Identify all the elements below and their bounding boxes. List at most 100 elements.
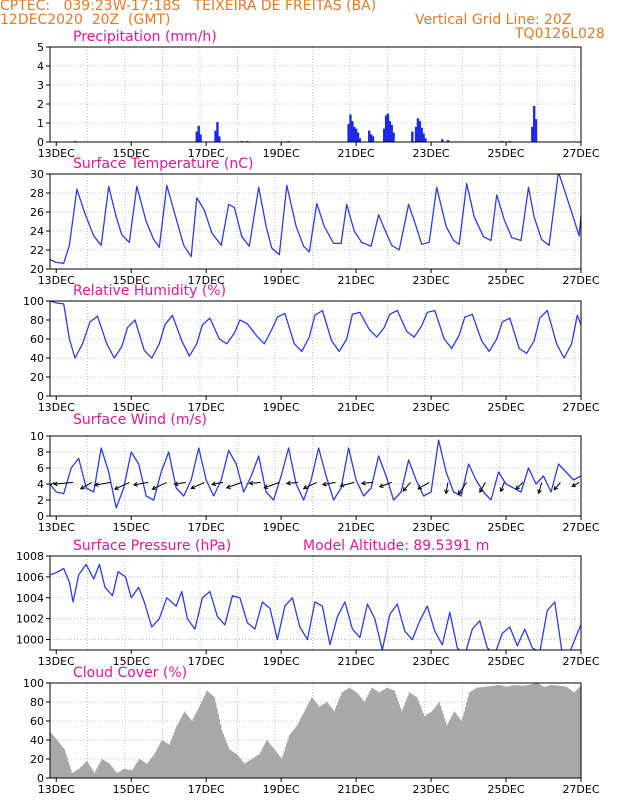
cloud-bar <box>147 762 150 778</box>
wind-vector <box>379 481 392 488</box>
x-tick-label: 17DEC <box>188 521 225 534</box>
y-tick-label: 20 <box>30 371 44 384</box>
cloud-bar <box>553 685 556 778</box>
cloud-bar <box>104 761 107 778</box>
cloud-bar <box>569 689 572 778</box>
cloud-bar <box>54 737 56 778</box>
x-tick-label: 17DEC <box>188 274 225 287</box>
cloud-bar <box>148 760 151 778</box>
cloud-bar <box>408 692 411 778</box>
cloud-bar <box>411 694 413 778</box>
cloud-bar <box>158 744 161 778</box>
cloud-bar <box>206 690 208 778</box>
cloud-bar <box>328 705 331 778</box>
wind-vector-head <box>417 485 423 490</box>
cloud-bar <box>483 686 486 778</box>
precip-bar <box>388 121 392 142</box>
panel-2 <box>46 173 582 273</box>
x-tick-label: 21DEC <box>338 521 375 534</box>
wind-vector-head <box>302 484 308 490</box>
cloud-bar <box>342 691 344 778</box>
cloud-bar <box>442 713 444 778</box>
cloud-bar <box>378 692 381 778</box>
cloud-bar <box>237 755 239 778</box>
cloud-bar <box>239 759 242 778</box>
cloud-bar <box>52 734 54 778</box>
cloud-bar <box>299 718 302 778</box>
cloud-bar <box>351 689 353 778</box>
y-tick-label: 28 <box>30 187 44 200</box>
cloud-bar <box>288 735 291 778</box>
cloud-bar <box>86 760 88 778</box>
cloud-bar <box>292 730 294 778</box>
x-tick-label: 15DEC <box>113 147 150 160</box>
header-model-code: TQ0126L028 <box>515 26 605 42</box>
cloud-bar <box>357 694 359 778</box>
cloud-bar <box>448 721 451 778</box>
cloud-bar <box>286 743 288 778</box>
cloud-bar <box>277 754 279 778</box>
y-tick-label: 4 <box>37 478 44 491</box>
cloud-bar <box>314 702 317 778</box>
cloud-bar <box>486 686 488 778</box>
cloud-bar <box>51 733 53 778</box>
cloud-bar <box>81 765 83 778</box>
cloud-bar <box>194 713 197 778</box>
cloud-bar <box>416 697 418 778</box>
panel-title: Surface Pressure (hPa) <box>73 538 231 554</box>
y-tick-label: 6 <box>37 462 44 475</box>
cloud-bar <box>64 753 67 778</box>
cloud-bar <box>539 684 542 778</box>
wind-vector-head <box>360 480 366 486</box>
cloud-bar <box>186 714 188 778</box>
precip-bar <box>353 126 356 142</box>
wind-vector-head <box>263 484 269 489</box>
cloud-bar <box>514 685 517 778</box>
cloud-bar <box>358 695 361 778</box>
cloud-bar <box>227 746 229 778</box>
wind-vector <box>94 481 111 486</box>
cloud-bar <box>422 713 424 778</box>
cloud-bar <box>559 686 562 778</box>
cloud-bar <box>106 762 108 778</box>
cloud-bar <box>407 695 409 778</box>
cloud-bar <box>538 684 541 778</box>
cloud-bar <box>441 709 443 778</box>
cloud-bar <box>557 685 559 778</box>
wind-vector <box>152 481 168 490</box>
x-tick-label: 27DEC <box>562 655 599 668</box>
cloud-bar <box>392 690 394 778</box>
y-tick-label: 30 <box>30 168 44 181</box>
cloud-bar <box>434 706 437 778</box>
cloud-bar <box>187 716 189 778</box>
cloud-bar <box>467 697 469 778</box>
x-tick-label: 21DEC <box>338 655 375 668</box>
cloud-bar <box>79 767 82 778</box>
cloud-bar <box>61 746 63 778</box>
cloud-bar <box>171 738 173 778</box>
x-tick-label: 17DEC <box>188 655 225 668</box>
cloud-bar <box>577 688 579 778</box>
wind-vector <box>417 481 430 490</box>
cloud-bar <box>122 769 125 778</box>
x-tick-label: 19DEC <box>263 521 300 534</box>
cloud-bar <box>399 708 402 778</box>
x-tick-label: 23DEC <box>413 401 450 414</box>
wind-vector <box>571 481 580 487</box>
cloud-bar <box>101 759 103 778</box>
x-tick-label: 19DEC <box>263 401 300 414</box>
cloud-bar <box>526 685 528 778</box>
cloud-bar <box>138 759 141 778</box>
x-tick-label: 19DEC <box>263 783 300 796</box>
cloud-bar <box>248 760 251 778</box>
cloud-bar <box>527 685 529 778</box>
cloud-bar <box>53 736 55 778</box>
cloud-bar <box>66 757 68 778</box>
cloud-bar <box>468 692 471 778</box>
wind-vector <box>322 481 336 486</box>
cloud-bar <box>474 688 477 778</box>
cloud-bar <box>67 761 70 778</box>
cloud-bar <box>578 687 581 778</box>
cloud-bar <box>261 749 263 778</box>
